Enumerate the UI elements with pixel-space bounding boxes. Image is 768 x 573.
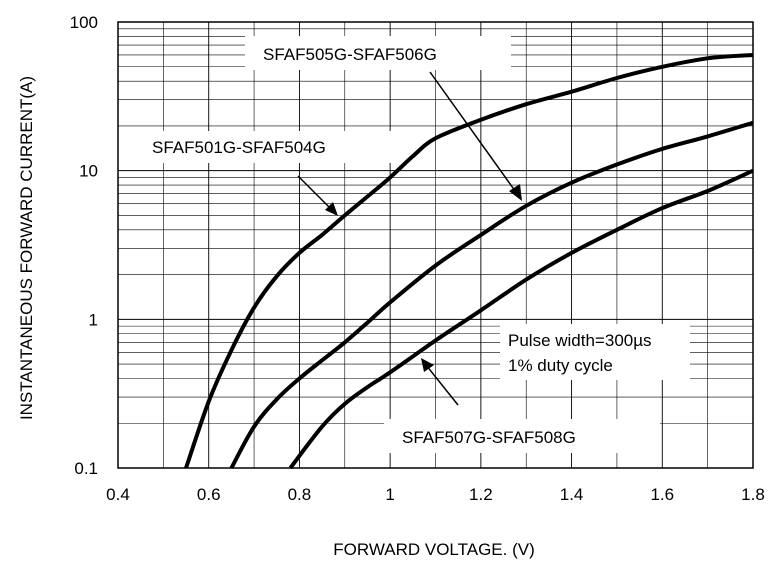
y-axis-title: INSTANTANEOUS FORWARD CURRENT(A) xyxy=(17,76,36,420)
x-axis: 0.4 0.6 0.8 1 1.2 1.4 1.6 1.8 xyxy=(106,485,765,504)
x-axis-title: FORWARD VOLTAGE. (V) xyxy=(333,540,535,559)
grid xyxy=(117,22,754,469)
label-box-pulse xyxy=(500,324,690,380)
arrows xyxy=(297,71,522,406)
y-tick-label: 10 xyxy=(79,162,98,181)
arrow-501-504 xyxy=(297,175,334,212)
arrow-505-506 xyxy=(429,71,519,196)
plot-frame xyxy=(117,21,754,469)
label-507-508: SFAF507G-SFAF508G xyxy=(402,428,576,447)
x-tick-label: 1.6 xyxy=(650,485,674,504)
x-tick-label: 1.4 xyxy=(560,485,584,504)
series-line-1 xyxy=(184,53,754,469)
label-505-506: SFAF505G-SFAF506G xyxy=(263,45,437,64)
arrow-501-504-head xyxy=(325,202,338,216)
x-tick-label: 1.2 xyxy=(469,485,493,504)
arrow-507-508 xyxy=(425,364,459,406)
arrow-507-508-head xyxy=(421,358,434,372)
x-tick-label: 1 xyxy=(385,485,394,504)
y-tick-label: 1 xyxy=(89,310,98,329)
duty-cycle-note: 1% duty cycle xyxy=(508,356,613,375)
y-axis: 0.1 1 10 100 xyxy=(70,13,98,478)
x-tick-label: 0.6 xyxy=(197,485,221,504)
x-tick-label: 1.8 xyxy=(741,485,765,504)
series-lines xyxy=(184,53,754,470)
y-tick-label: 0.1 xyxy=(74,459,98,478)
arrow-505-506-head xyxy=(509,184,522,201)
y-tick-label: 100 xyxy=(70,13,98,32)
pulse-width-note: Pulse width=300µs xyxy=(508,331,652,350)
x-tick-label: 0.8 xyxy=(288,485,312,504)
series-line-3 xyxy=(288,168,754,470)
label-box-501-504 xyxy=(140,131,394,163)
series-line-2 xyxy=(229,120,754,469)
x-tick-label: 0.4 xyxy=(106,485,130,504)
label-501-504: SFAF501G-SFAF504G xyxy=(152,138,326,157)
label-box-507-508 xyxy=(384,419,660,453)
label-box-505-506 xyxy=(245,36,511,70)
